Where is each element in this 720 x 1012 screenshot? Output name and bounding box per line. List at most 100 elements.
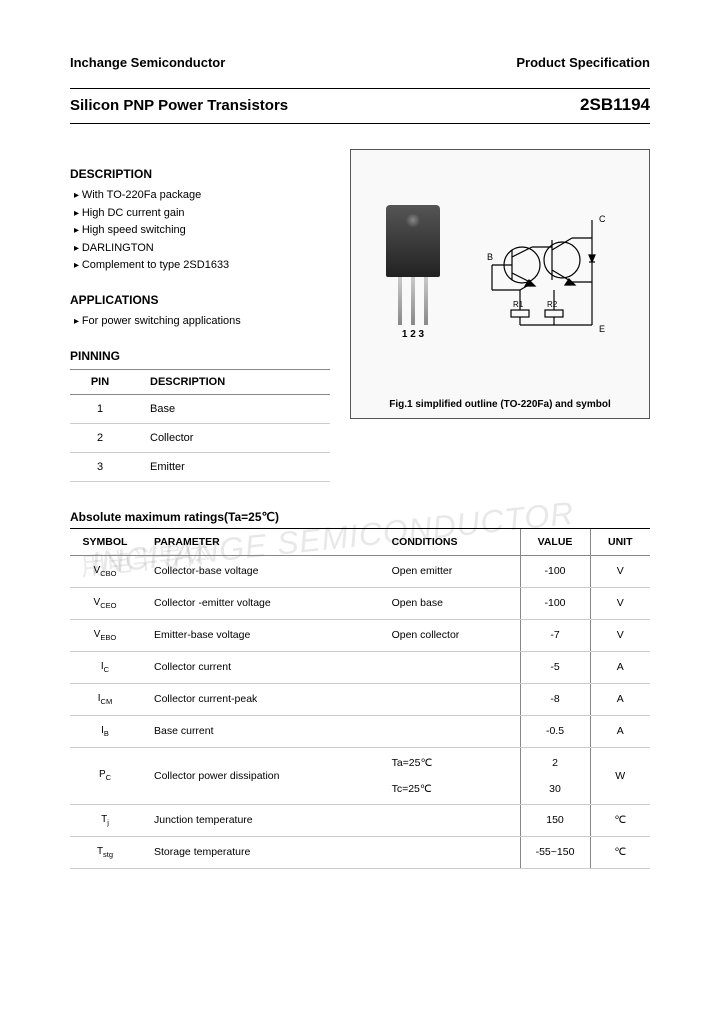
unit-cell: ℃ xyxy=(590,836,650,868)
figure-content: 1 2 3 xyxy=(351,150,649,399)
desc-col-header: DESCRIPTION xyxy=(130,369,330,394)
symbol-cell: VEBO xyxy=(70,619,140,651)
table-row: PCCollector power dissipationTa=25℃Tc=25… xyxy=(70,747,650,804)
svg-text:B: B xyxy=(487,252,493,262)
header-row: Inchange Semiconductor Product Specifica… xyxy=(70,55,650,70)
parameter-cell: Base current xyxy=(140,715,382,747)
applications-list: For power switching applications xyxy=(70,313,330,331)
page: Inchange Semiconductor Product Specifica… xyxy=(0,0,720,909)
conditions-cell xyxy=(382,683,520,715)
table-row: TstgStorage temperature -55~150℃ xyxy=(70,836,650,868)
symbol-cell: IB xyxy=(70,715,140,747)
value-cell: -8 xyxy=(520,683,590,715)
table-row: ICCollector current-5A xyxy=(70,651,650,683)
unit-header: UNIT xyxy=(590,528,650,555)
doc-type: Product Specification xyxy=(516,55,650,70)
desc-item: DARLINGTON xyxy=(74,240,330,258)
unit-cell: ℃ xyxy=(590,804,650,836)
desc-cell: Base xyxy=(130,394,330,423)
svg-text:E: E xyxy=(599,324,605,334)
parameter-cell: Collector -emitter voltage xyxy=(140,587,382,619)
desc-item: High speed switching xyxy=(74,222,330,240)
table-row: 2 Collector xyxy=(70,423,330,452)
company-name: Inchange Semiconductor xyxy=(70,55,225,70)
desc-cell: Collector xyxy=(130,423,330,452)
part-number: 2SB1194 xyxy=(580,95,650,115)
table-row: ICMCollector current-peak -8A xyxy=(70,683,650,715)
conditions-cell xyxy=(382,715,520,747)
unit-cell: V xyxy=(590,555,650,587)
unit-cell: A xyxy=(590,683,650,715)
unit-cell: A xyxy=(590,715,650,747)
desc-cell: Emitter xyxy=(130,452,330,481)
parameter-header: PARAMETER xyxy=(140,528,382,555)
description-heading: DESCRIPTION xyxy=(70,167,330,181)
table-row: IBBase current -0.5A xyxy=(70,715,650,747)
desc-item: Complement to type 2SD1633 xyxy=(74,257,330,275)
table-row: VCBOCollector-base voltageOpen emitter-1… xyxy=(70,555,650,587)
parameter-cell: Collector current-peak xyxy=(140,683,382,715)
table-row: TjJunction temperature 150℃ xyxy=(70,804,650,836)
description-list: With TO-220Fa package High DC current ga… xyxy=(70,187,330,275)
symbol-cell: VCEO xyxy=(70,587,140,619)
symbol-cell: VCBO xyxy=(70,555,140,587)
symbol-cell: IC xyxy=(70,651,140,683)
value-cell: -100 xyxy=(520,587,590,619)
pin-cell: 3 xyxy=(70,452,130,481)
pin-labels: 1 2 3 xyxy=(402,329,424,340)
applications-heading: APPLICATIONS xyxy=(70,293,330,307)
svg-text:C: C xyxy=(599,214,606,224)
symbol-cell: ICM xyxy=(70,683,140,715)
value-cell: 230 xyxy=(520,747,590,804)
conditions-cell xyxy=(382,651,520,683)
value-cell: 150 xyxy=(520,804,590,836)
symbol-cell: Tj xyxy=(70,804,140,836)
conditions-cell xyxy=(382,836,520,868)
page-title: Silicon PNP Power Transistors xyxy=(70,97,288,114)
parameter-cell: Junction temperature xyxy=(140,804,382,836)
pin-cell: 2 xyxy=(70,423,130,452)
upper-section: DESCRIPTION With TO-220Fa package High D… xyxy=(70,149,650,482)
figure-box: 1 2 3 xyxy=(350,149,650,419)
ratings-table: SYMBOL PARAMETER CONDITIONS VALUE UNIT V… xyxy=(70,528,650,869)
table-row: VEBOEmitter-base voltageOpen collector-7… xyxy=(70,619,650,651)
pin-col-header: PIN xyxy=(70,369,130,394)
unit-cell: W xyxy=(590,747,650,804)
pinning-heading: PINNING xyxy=(70,349,330,363)
right-column: 1 2 3 xyxy=(350,149,650,419)
pin-cell: 1 xyxy=(70,394,130,423)
unit-cell: V xyxy=(590,619,650,651)
svg-text:R2: R2 xyxy=(547,300,558,309)
figure-caption: Fig.1 simplified outline (TO-220Fa) and … xyxy=(381,399,619,410)
value-cell: -100 xyxy=(520,555,590,587)
parameter-cell: Collector-base voltage xyxy=(140,555,382,587)
unit-cell: V xyxy=(590,587,650,619)
app-item: For power switching applications xyxy=(74,313,330,331)
conditions-cell xyxy=(382,804,520,836)
conditions-cell: Open collector xyxy=(382,619,520,651)
value-cell: -55~150 xyxy=(520,836,590,868)
parameter-cell: Collector current xyxy=(140,651,382,683)
table-row: 1 Base xyxy=(70,394,330,423)
parameter-cell: Storage temperature xyxy=(140,836,382,868)
title-row: Silicon PNP Power Transistors 2SB1194 xyxy=(70,88,650,124)
ratings-heading: Absolute maximum ratings(Ta=25℃) xyxy=(70,510,650,524)
package-outline-icon: 1 2 3 xyxy=(383,205,443,345)
unit-cell: A xyxy=(590,651,650,683)
value-header: VALUE xyxy=(520,528,590,555)
desc-item: High DC current gain xyxy=(74,205,330,223)
symbol-cell: PC xyxy=(70,747,140,804)
conditions-cell: Open base xyxy=(382,587,520,619)
circuit-symbol-icon: C B E R1 R2 xyxy=(487,210,617,340)
value-cell: -7 xyxy=(520,619,590,651)
conditions-cell: Ta=25℃Tc=25℃ xyxy=(382,747,520,804)
symbol-cell: Tstg xyxy=(70,836,140,868)
conditions-header: CONDITIONS xyxy=(382,528,520,555)
value-cell: -0.5 xyxy=(520,715,590,747)
symbol-header: SYMBOL xyxy=(70,528,140,555)
svg-text:R1: R1 xyxy=(513,300,524,309)
pinning-table: PIN DESCRIPTION 1 Base 2 Collector 3 xyxy=(70,369,330,482)
table-row: 3 Emitter xyxy=(70,452,330,481)
desc-item: With TO-220Fa package xyxy=(74,187,330,205)
table-row: VCEOCollector -emitter voltageOpen base-… xyxy=(70,587,650,619)
